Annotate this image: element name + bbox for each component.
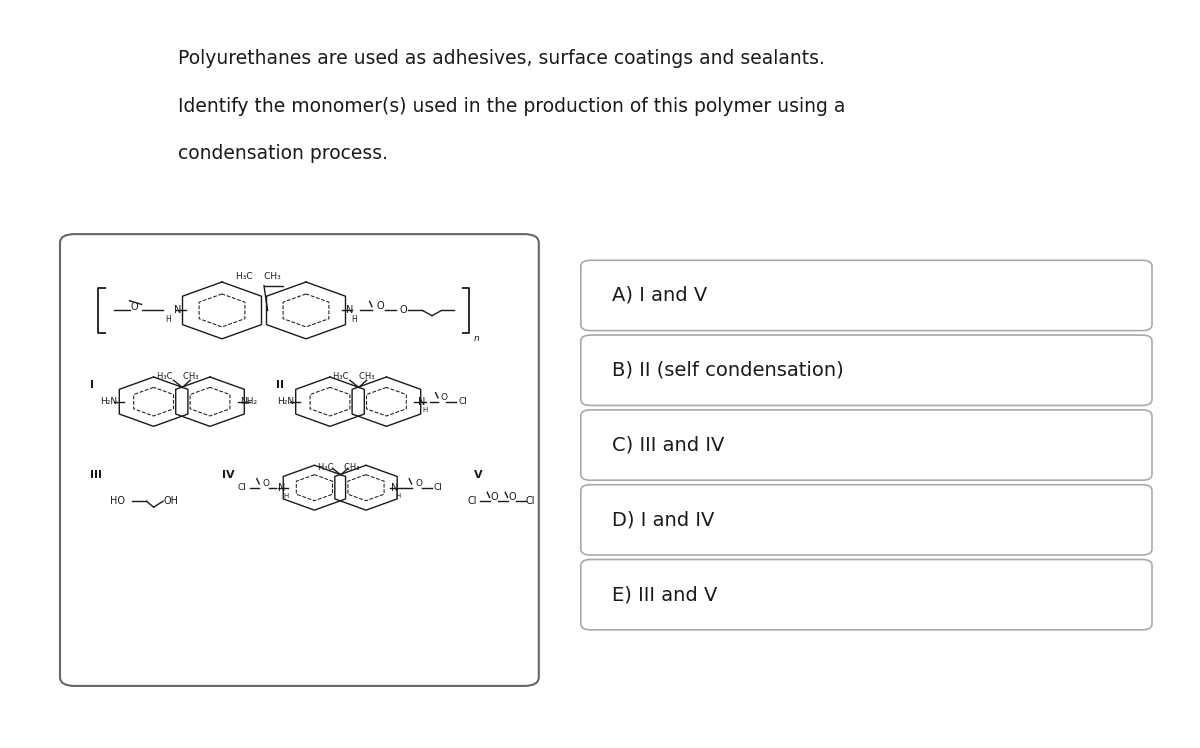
FancyBboxPatch shape xyxy=(60,234,539,686)
Text: III: III xyxy=(90,470,102,480)
Text: Cl: Cl xyxy=(433,483,442,492)
Text: H: H xyxy=(422,407,427,413)
FancyBboxPatch shape xyxy=(581,560,1152,630)
Text: H₂N: H₂N xyxy=(277,397,294,406)
Text: Cl: Cl xyxy=(468,496,478,506)
Text: V: V xyxy=(474,470,482,480)
Text: O: O xyxy=(263,479,270,488)
Text: O: O xyxy=(415,479,422,488)
Text: E) III and V: E) III and V xyxy=(612,585,718,604)
Text: H₃C    CH₃: H₃C CH₃ xyxy=(334,372,374,381)
Text: O: O xyxy=(440,393,448,402)
Text: H: H xyxy=(396,493,401,499)
Text: n: n xyxy=(474,334,480,343)
Text: H: H xyxy=(352,315,356,324)
Text: H₃C    CH₃: H₃C CH₃ xyxy=(318,463,359,472)
Text: IV: IV xyxy=(222,470,235,480)
Text: HO: HO xyxy=(110,496,125,506)
Text: O: O xyxy=(131,301,138,312)
Text: Identify the monomer(s) used in the production of this polymer using a: Identify the monomer(s) used in the prod… xyxy=(178,97,845,116)
Text: H₃C    CH₃: H₃C CH₃ xyxy=(235,272,281,281)
Text: H: H xyxy=(166,315,170,324)
Text: N: N xyxy=(346,305,353,316)
Text: H: H xyxy=(283,493,288,499)
FancyBboxPatch shape xyxy=(581,485,1152,555)
FancyBboxPatch shape xyxy=(581,260,1152,331)
Text: N: N xyxy=(418,396,425,407)
Text: Cl: Cl xyxy=(526,496,535,506)
Text: N: N xyxy=(278,482,286,493)
FancyBboxPatch shape xyxy=(581,410,1152,480)
Text: O: O xyxy=(400,305,407,316)
Text: N: N xyxy=(391,482,398,493)
Text: OH: OH xyxy=(163,496,179,506)
Text: condensation process.: condensation process. xyxy=(178,144,388,162)
Text: H₂N: H₂N xyxy=(101,397,118,406)
Text: O: O xyxy=(377,301,384,311)
Text: I: I xyxy=(90,380,94,390)
Text: Cl: Cl xyxy=(238,483,246,492)
Text: NH₂: NH₂ xyxy=(240,397,257,406)
Text: C) III and IV: C) III and IV xyxy=(612,435,725,455)
FancyBboxPatch shape xyxy=(581,335,1152,405)
Text: H₃C    CH₃: H₃C CH₃ xyxy=(157,372,198,381)
Text: II: II xyxy=(276,380,284,390)
Text: Polyurethanes are used as adhesives, surface coatings and sealants.: Polyurethanes are used as adhesives, sur… xyxy=(178,49,824,67)
Text: Cl: Cl xyxy=(458,397,467,406)
Text: D) I and IV: D) I and IV xyxy=(612,510,714,530)
Text: O: O xyxy=(509,492,516,503)
Text: O: O xyxy=(491,492,498,503)
Text: N: N xyxy=(174,305,181,316)
Text: B) II (self condensation): B) II (self condensation) xyxy=(612,361,844,380)
Text: A) I and V: A) I and V xyxy=(612,286,707,305)
